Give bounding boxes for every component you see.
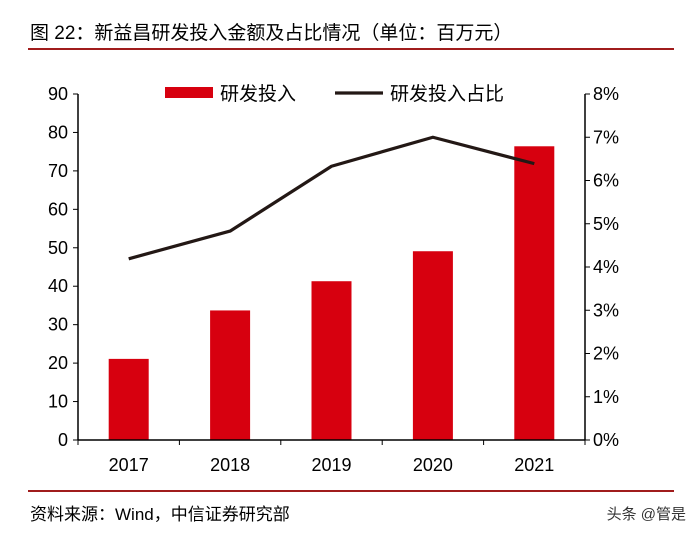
line-series: [128, 135, 535, 261]
right-tick-label: 1%: [593, 387, 619, 407]
bar-2017: [108, 358, 149, 440]
right-tick-label: 7%: [593, 127, 619, 147]
left-tick-label: 90: [48, 84, 68, 104]
right-tick-label: 8%: [593, 84, 619, 104]
left-tick-label: 10: [48, 392, 68, 412]
left-tick-label: 30: [48, 315, 68, 335]
source-note: 资料来源：Wind，中信证券研究部: [30, 505, 290, 524]
left-tick-label: 50: [48, 238, 68, 258]
x-tick-label: 2018: [210, 455, 250, 475]
left-tick-label: 0: [58, 430, 68, 450]
right-tick-label: 5%: [593, 214, 619, 234]
right-tick-label: 6%: [593, 171, 619, 191]
left-tick-label: 20: [48, 353, 68, 373]
legend-line-label: 研发投入占比: [390, 83, 504, 105]
x-tick-label: 2021: [514, 455, 554, 475]
legend-bar-swatch: [165, 87, 213, 98]
title-rule: [28, 48, 674, 50]
bar-2018: [210, 310, 251, 440]
left-tick-label: 80: [48, 122, 68, 142]
left-tick-label: 60: [48, 199, 68, 219]
x-tick-label: 2017: [109, 455, 149, 475]
right-tick-label: 0%: [593, 430, 619, 450]
right-tick-label: 2%: [593, 344, 619, 364]
watermark: 头条 @管是: [606, 506, 686, 523]
bar-2020: [412, 251, 453, 440]
bar-2021: [514, 146, 555, 441]
right-tick-label: 3%: [593, 300, 619, 320]
left-tick-label: 40: [48, 276, 68, 296]
footer-rule: [28, 490, 674, 492]
left-tick-label: 70: [48, 161, 68, 181]
legend-bar-label: 研发投入: [220, 83, 296, 105]
bar-2019: [311, 281, 352, 440]
figure-title: 图 22：新益昌研发投入金额及占比情况（单位：百万元）: [30, 23, 513, 44]
x-tick-label: 2020: [413, 455, 453, 475]
right-tick-label: 4%: [593, 257, 619, 277]
x-tick-label: 2019: [311, 455, 351, 475]
